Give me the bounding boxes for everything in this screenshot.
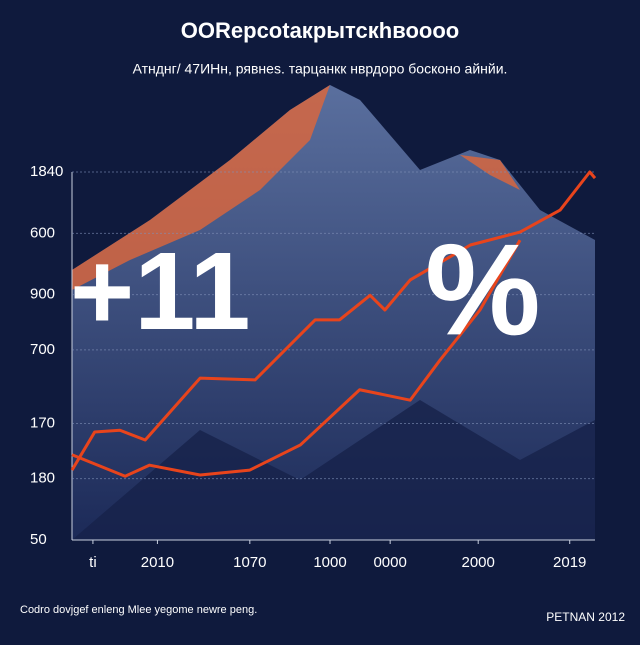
big-number: +11 [70, 230, 251, 353]
series-line [70, 170, 597, 471]
x-tick-label: 2010 [141, 554, 174, 571]
x-tick-label: 1000 [313, 554, 346, 571]
x-tick-label: 2000 [462, 554, 495, 571]
footer-note: Codro dovjgef enleng Mlee yegome newre p… [20, 604, 257, 616]
mountain-background [72, 85, 595, 540]
y-tick-label: 900 [30, 286, 55, 303]
y-tick-label: 1840 [30, 163, 63, 180]
y-tick-label: 170 [30, 414, 55, 431]
y-tick-label: 180 [30, 470, 55, 487]
x-tick-label: 1070 [233, 554, 266, 571]
x-tick-label: 2019 [553, 554, 586, 571]
footer-credit: PETNAN 2012 [546, 610, 625, 624]
chart-subtitle: Атнднг/ 47ИНн, рявнеs. тарцанкк нврдоро … [133, 61, 508, 77]
chart-title: OORepcotaкрытскhвоооо [181, 18, 459, 43]
x-tick-label: 0000 [373, 554, 406, 571]
y-tick-label: 700 [30, 341, 55, 358]
y-tick-label: 50 [30, 531, 47, 548]
series-line [71, 239, 522, 478]
x-tick-label: ti [89, 554, 97, 571]
y-tick-label: 600 [30, 224, 55, 241]
percent-sign: % [425, 216, 541, 362]
